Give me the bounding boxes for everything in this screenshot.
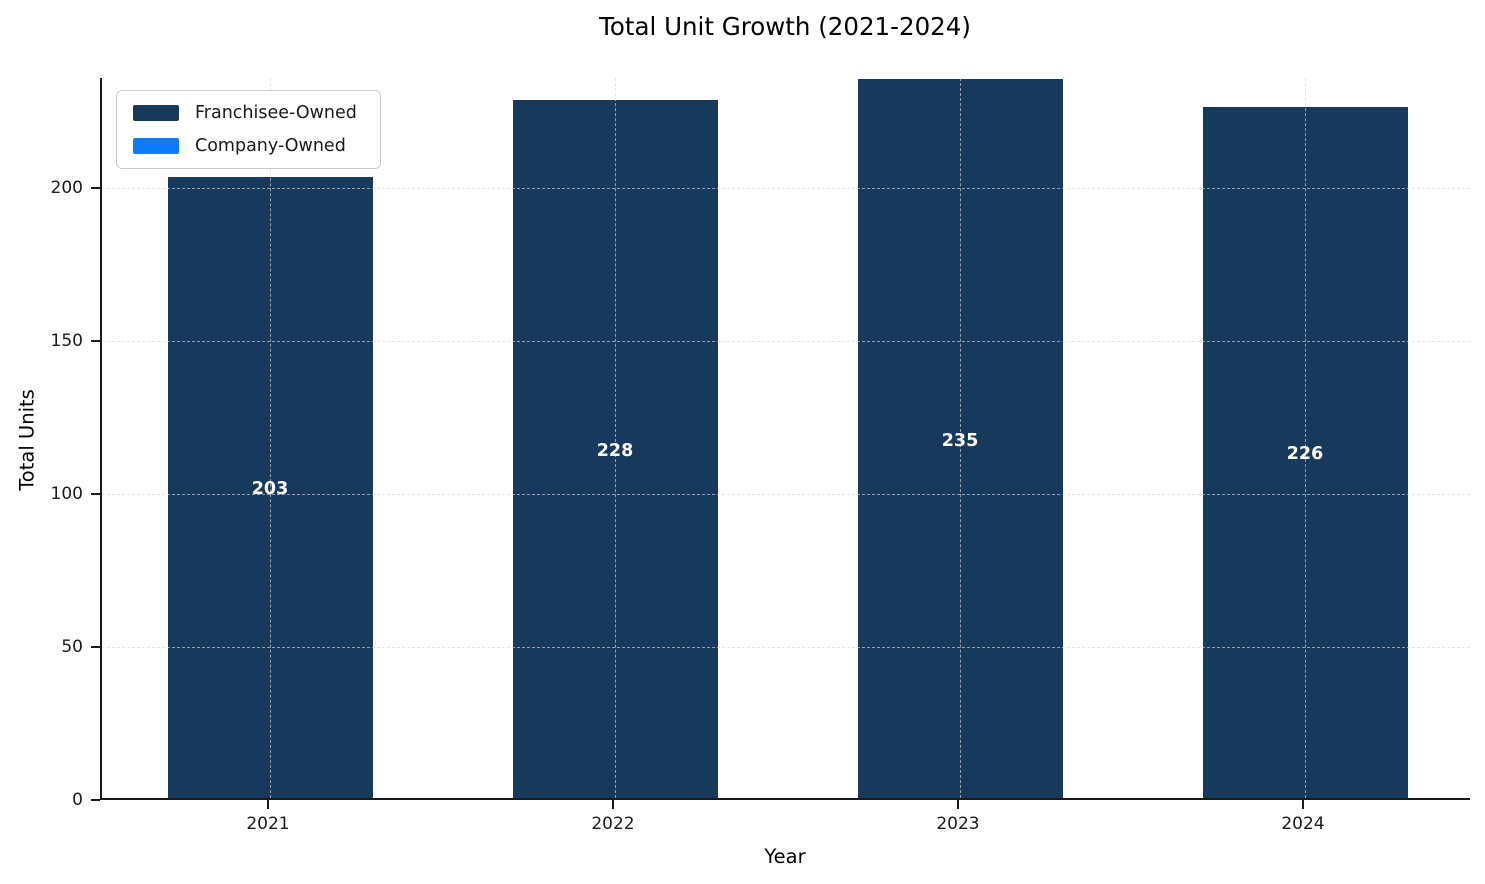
x-tick-label-2022: 2022 bbox=[591, 814, 635, 834]
v-gridline-2023 bbox=[960, 78, 961, 798]
y-tick-label-200: 200 bbox=[50, 178, 83, 199]
chart-title: Total Unit Growth (2021-2024) bbox=[599, 12, 971, 41]
company-owned-swatch bbox=[133, 138, 179, 154]
y-tick-mark-0 bbox=[91, 799, 100, 801]
y-tick-mark-200 bbox=[91, 187, 100, 190]
v-gridline-2021 bbox=[270, 78, 271, 798]
y-tick-mark-150 bbox=[91, 340, 100, 343]
y-tick-label-100: 100 bbox=[50, 484, 83, 505]
y-tick-label-150: 150 bbox=[50, 331, 83, 352]
v-gridline-2024 bbox=[1305, 78, 1306, 798]
x-tick-mark-2023 bbox=[957, 800, 959, 809]
bar-value-label-2023: 235 bbox=[941, 430, 979, 451]
x-tick-mark-2024 bbox=[1302, 800, 1304, 809]
h-gridline-200 bbox=[102, 188, 1470, 190]
h-gridline-100 bbox=[102, 494, 1470, 496]
plot-area: Franchisee-Owned Company-Owned 203 228 235… bbox=[100, 78, 1470, 800]
x-tick-label-2021: 2021 bbox=[246, 814, 290, 834]
x-tick-mark-2022 bbox=[612, 800, 614, 809]
x-tick-mark-2021 bbox=[267, 800, 269, 809]
y-axis-label: Total Units bbox=[15, 389, 39, 491]
bar-value-label-2022: 228 bbox=[596, 441, 634, 462]
bar-value-label-2021: 203 bbox=[251, 479, 289, 500]
y-tick-label-0: 0 bbox=[72, 790, 83, 810]
legend-label: Franchisee-Owned bbox=[195, 103, 357, 123]
y-tick-mark-100 bbox=[91, 493, 100, 496]
x-axis-label: Year bbox=[764, 845, 806, 868]
x-tick-label-2024: 2024 bbox=[1281, 814, 1325, 834]
h-gridline-50 bbox=[102, 647, 1470, 649]
legend: Franchisee-Owned Company-Owned bbox=[116, 90, 381, 169]
h-gridline-150 bbox=[102, 341, 1470, 343]
y-tick-mark-50 bbox=[91, 646, 100, 649]
legend-item-company-owned: Company-Owned bbox=[133, 136, 364, 156]
y-tick-label-50: 50 bbox=[61, 637, 83, 658]
v-gridline-2022 bbox=[615, 78, 616, 798]
franchisee-owned-swatch bbox=[133, 105, 179, 121]
bar-value-label-2024: 226 bbox=[1286, 444, 1324, 465]
legend-label: Company-Owned bbox=[195, 136, 346, 156]
legend-item-franchisee-owned: Franchisee-Owned bbox=[133, 103, 364, 123]
x-tick-label-2023: 2023 bbox=[936, 814, 980, 834]
